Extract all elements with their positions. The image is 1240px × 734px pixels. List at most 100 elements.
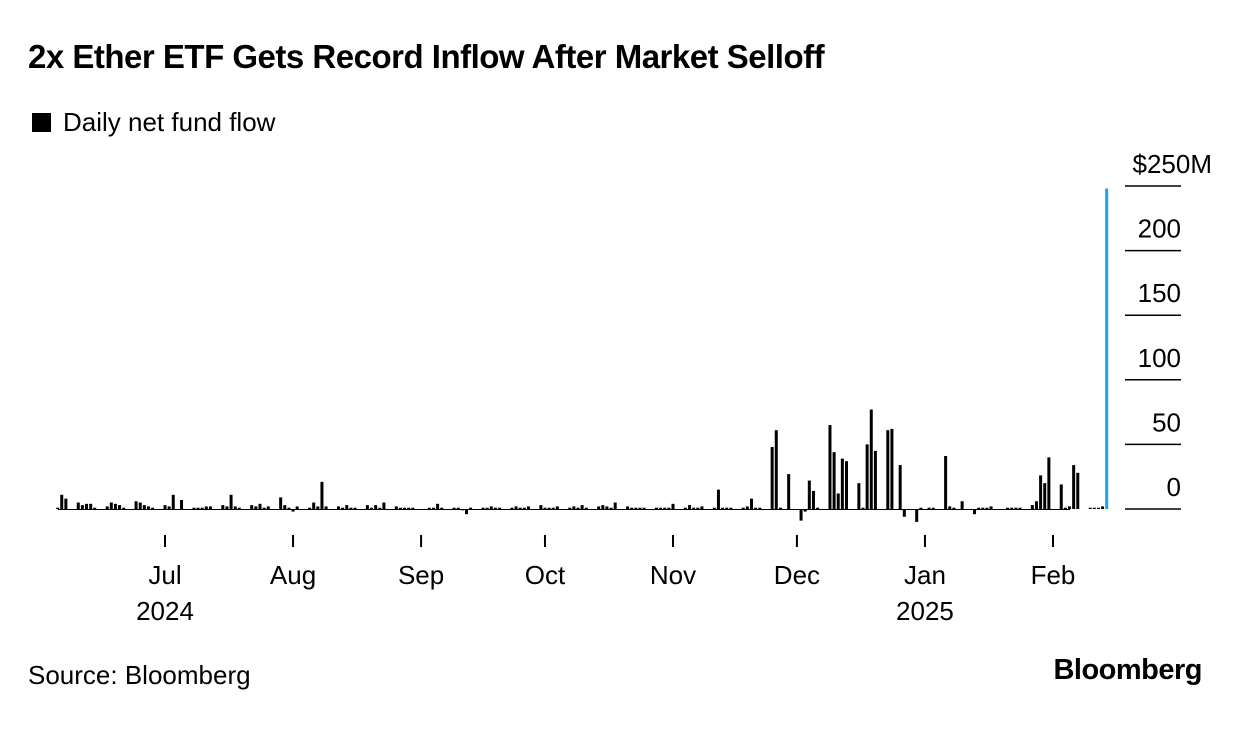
bar bbox=[898, 465, 902, 509]
bar bbox=[394, 506, 398, 509]
bar bbox=[543, 507, 547, 509]
bar bbox=[816, 507, 820, 509]
bar bbox=[398, 507, 402, 509]
bar bbox=[836, 493, 840, 509]
y-tick-label: 150 bbox=[1138, 278, 1181, 308]
bar bbox=[1010, 507, 1014, 509]
bar bbox=[758, 507, 762, 509]
bar bbox=[659, 507, 663, 509]
bar bbox=[80, 505, 84, 509]
bar bbox=[308, 507, 312, 509]
bar bbox=[76, 502, 80, 509]
bar bbox=[770, 446, 774, 509]
bar bbox=[832, 452, 836, 509]
bar bbox=[109, 502, 113, 509]
bar bbox=[403, 507, 407, 509]
bar bbox=[630, 507, 634, 509]
bar bbox=[262, 507, 266, 509]
bar bbox=[692, 507, 696, 509]
bar bbox=[749, 498, 753, 509]
bar bbox=[902, 509, 906, 517]
bar bbox=[873, 450, 877, 509]
bar bbox=[221, 505, 225, 509]
bar bbox=[353, 507, 357, 509]
bar bbox=[597, 506, 601, 509]
bar bbox=[799, 509, 803, 521]
bar bbox=[378, 507, 382, 509]
bar bbox=[973, 509, 977, 515]
bar bbox=[1092, 507, 1096, 509]
highlight-bar bbox=[1105, 188, 1109, 509]
bar bbox=[605, 506, 609, 509]
bar bbox=[411, 507, 415, 509]
bar bbox=[725, 507, 729, 509]
bar bbox=[460, 509, 464, 511]
bar bbox=[208, 506, 212, 509]
bar bbox=[1076, 472, 1080, 509]
bar bbox=[787, 474, 791, 509]
bar bbox=[518, 507, 522, 509]
bar bbox=[498, 507, 502, 509]
bar bbox=[803, 509, 807, 512]
bar bbox=[254, 506, 258, 509]
bar bbox=[952, 507, 956, 509]
bar bbox=[539, 505, 543, 509]
bar bbox=[613, 502, 617, 509]
bar bbox=[151, 507, 155, 509]
bar bbox=[514, 506, 518, 509]
bar bbox=[1018, 507, 1022, 509]
bar bbox=[1030, 505, 1034, 509]
bar bbox=[663, 507, 667, 509]
bar bbox=[266, 506, 270, 509]
bar bbox=[279, 497, 283, 509]
bar bbox=[349, 507, 353, 509]
bar bbox=[522, 507, 526, 509]
bar bbox=[105, 506, 109, 509]
bar bbox=[671, 503, 675, 509]
bar bbox=[142, 505, 146, 509]
bar bbox=[291, 509, 295, 512]
bar bbox=[828, 425, 832, 509]
x-tick-label: Dec bbox=[774, 560, 820, 590]
bar bbox=[1047, 457, 1051, 509]
bar bbox=[741, 507, 745, 509]
bar bbox=[283, 505, 287, 509]
bar bbox=[250, 505, 254, 509]
bar bbox=[985, 507, 989, 509]
x-year-label: 2025 bbox=[896, 596, 954, 626]
bar bbox=[1096, 507, 1100, 509]
bar bbox=[312, 502, 316, 509]
bar bbox=[56, 507, 60, 509]
bar bbox=[688, 505, 692, 509]
bar bbox=[1059, 484, 1063, 509]
bar bbox=[1006, 507, 1010, 509]
legend-label: Daily net fund flow bbox=[63, 106, 276, 137]
chart-title: 2x Ether ETF Gets Record Inflow After Ma… bbox=[28, 38, 825, 75]
bar bbox=[1072, 465, 1076, 509]
y-tick-label: 100 bbox=[1138, 343, 1181, 373]
bar bbox=[118, 505, 122, 509]
x-tick-label: Sep bbox=[398, 560, 444, 590]
bar bbox=[456, 507, 460, 509]
bar bbox=[844, 461, 848, 509]
bar bbox=[1039, 475, 1043, 509]
bar bbox=[134, 501, 138, 509]
bar bbox=[465, 509, 469, 515]
bar bbox=[320, 481, 324, 509]
bar bbox=[948, 506, 952, 509]
y-tick-label: 0 bbox=[1167, 472, 1181, 502]
bar bbox=[572, 506, 576, 509]
bar bbox=[1043, 483, 1047, 509]
bar bbox=[840, 458, 844, 509]
bar bbox=[601, 505, 605, 509]
bar bbox=[555, 506, 559, 509]
x-tick-label: Aug bbox=[270, 560, 316, 590]
bar bbox=[778, 507, 782, 509]
legend-swatch bbox=[32, 112, 51, 132]
bar bbox=[341, 507, 345, 509]
bar bbox=[696, 507, 700, 509]
bar bbox=[1063, 507, 1067, 509]
bar bbox=[584, 507, 588, 509]
bar bbox=[944, 456, 948, 509]
y-tick-label: 50 bbox=[1152, 407, 1181, 437]
